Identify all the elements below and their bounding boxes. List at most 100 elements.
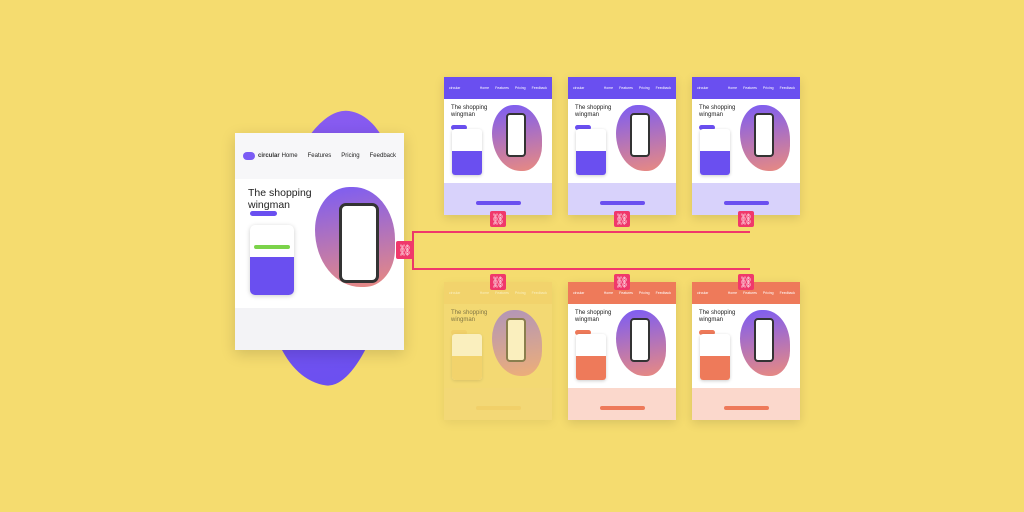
logo: circular (449, 291, 461, 295)
footer (444, 183, 552, 215)
phone-mockup (339, 203, 379, 283)
phone-mockup (754, 318, 774, 362)
cta-button[interactable] (699, 330, 715, 335)
header: circular Home Features Pricing Feedback (235, 133, 404, 179)
chain-link-icon[interactable]: ⛓ (738, 274, 754, 290)
chain-link-icon[interactable]: ⛓ (396, 241, 414, 259)
header: circular Home Features Pricing Feedback (568, 282, 676, 304)
footer (568, 388, 676, 420)
variant-page-mockup: circular Home Features Pricing Feedback The … (444, 282, 552, 420)
nav-pricing[interactable]: Pricing (762, 86, 774, 90)
nav-home[interactable]: Home (479, 86, 490, 90)
pricing-panel (700, 129, 730, 175)
nav-home[interactable]: Home (603, 291, 614, 295)
footer (692, 388, 800, 420)
phone-mockup (754, 113, 774, 157)
chain-link-icon[interactable]: ⛓ (490, 274, 506, 290)
headline: The shopping wingman (575, 310, 612, 323)
headline: The shopping wingman (699, 310, 736, 323)
footer-bar (600, 406, 645, 410)
pricing-panel (576, 334, 606, 380)
footer-bar (476, 201, 521, 205)
nav-features[interactable]: Features (495, 291, 509, 295)
logo: circular (573, 291, 585, 295)
pricing-panel (452, 129, 482, 175)
nav-home[interactable]: Home (479, 291, 490, 295)
nav-features[interactable]: Features (495, 86, 509, 90)
footer-bar (600, 201, 645, 205)
header: circular Home Features Pricing Feedback (444, 282, 552, 304)
headline: The shopping wingman (451, 310, 488, 323)
footer-bar (724, 201, 769, 205)
nav-home[interactable]: Home (281, 153, 298, 159)
nav-features[interactable]: Features (619, 291, 633, 295)
phone-mockup (506, 318, 526, 362)
variant-page-mockup: circular Home Features Pricing Feedback The … (568, 282, 676, 420)
connector-line (412, 268, 750, 270)
logo: circular (697, 291, 709, 295)
nav-home[interactable]: Home (727, 291, 738, 295)
cta-button[interactable] (575, 125, 591, 130)
footer (568, 183, 676, 215)
nav-features[interactable]: Features (619, 86, 633, 90)
chain-link-icon[interactable]: ⛓ (738, 211, 754, 227)
footer (444, 388, 552, 420)
nav-home[interactable]: Home (603, 86, 614, 90)
pricing-panel (576, 129, 606, 175)
nav-feedback[interactable]: Feedback (531, 86, 547, 90)
nav-features[interactable]: Features (743, 86, 757, 90)
chain-link-icon[interactable]: ⛓ (490, 211, 506, 227)
nav-feedback[interactable]: Feedback (655, 291, 671, 295)
phone-mockup (630, 318, 650, 362)
pricing-panel (452, 334, 482, 380)
header: circular Home Features Pricing Feedback (568, 77, 676, 99)
logo: circular (573, 86, 585, 90)
nav-pricing[interactable]: Pricing (341, 153, 360, 159)
chain-link-icon[interactable]: ⛓ (614, 211, 630, 227)
pricing-panel (250, 225, 294, 295)
footer-bar (724, 406, 769, 410)
main-page-mockup: circular Home Features Pricing Feedback … (235, 133, 404, 350)
headline: The shopping wingman (575, 105, 612, 118)
nav-home[interactable]: Home (727, 86, 738, 90)
nav-pricing[interactable]: Pricing (638, 291, 650, 295)
logo: circular (449, 86, 461, 90)
footer (692, 183, 800, 215)
header: circular Home Features Pricing Feedback (692, 77, 800, 99)
footer-bar (476, 406, 521, 410)
phone-mockup (630, 113, 650, 157)
cta-button[interactable] (451, 125, 467, 130)
variant-page-mockup: circular Home Features Pricing Feedback The … (692, 77, 800, 215)
headline: The shopping wingman (248, 187, 312, 211)
header: circular Home Features Pricing Feedback (444, 77, 552, 99)
pricing-panel (700, 334, 730, 380)
nav-feedback[interactable]: Feedback (779, 86, 795, 90)
nav-pricing[interactable]: Pricing (514, 291, 526, 295)
phone-mockup (506, 113, 526, 157)
headline: The shopping wingman (699, 105, 736, 118)
variant-page-mockup: circular Home Features Pricing Feedback The … (568, 77, 676, 215)
variant-page-mockup: circular Home Features Pricing Feedback The … (444, 77, 552, 215)
logo: circular (697, 86, 709, 90)
cta-button[interactable] (250, 211, 277, 216)
nav-features[interactable]: Features (743, 291, 757, 295)
connector-line (412, 231, 750, 233)
nav-feedback[interactable]: Feedback (779, 291, 795, 295)
nav-pricing[interactable]: Pricing (762, 291, 774, 295)
nav: Home Features Pricing Feedback (282, 153, 396, 159)
header: circular Home Features Pricing Feedback (692, 282, 800, 304)
logo: circular (243, 152, 280, 160)
cta-button[interactable] (575, 330, 591, 335)
nav-feedback[interactable]: Feedback (655, 86, 671, 90)
cta-button[interactable] (699, 125, 715, 130)
nav-pricing[interactable]: Pricing (638, 86, 650, 90)
nav-features[interactable]: Features (307, 153, 332, 159)
nav-feedback[interactable]: Feedback (531, 291, 547, 295)
nav-pricing[interactable]: Pricing (514, 86, 526, 90)
chain-link-icon[interactable]: ⛓ (614, 274, 630, 290)
headline: The shopping wingman (451, 105, 488, 118)
cta-button[interactable] (451, 330, 467, 335)
nav-feedback[interactable]: Feedback (369, 153, 396, 159)
variant-page-mockup: circular Home Features Pricing Feedback The … (692, 282, 800, 420)
footer (235, 308, 404, 350)
